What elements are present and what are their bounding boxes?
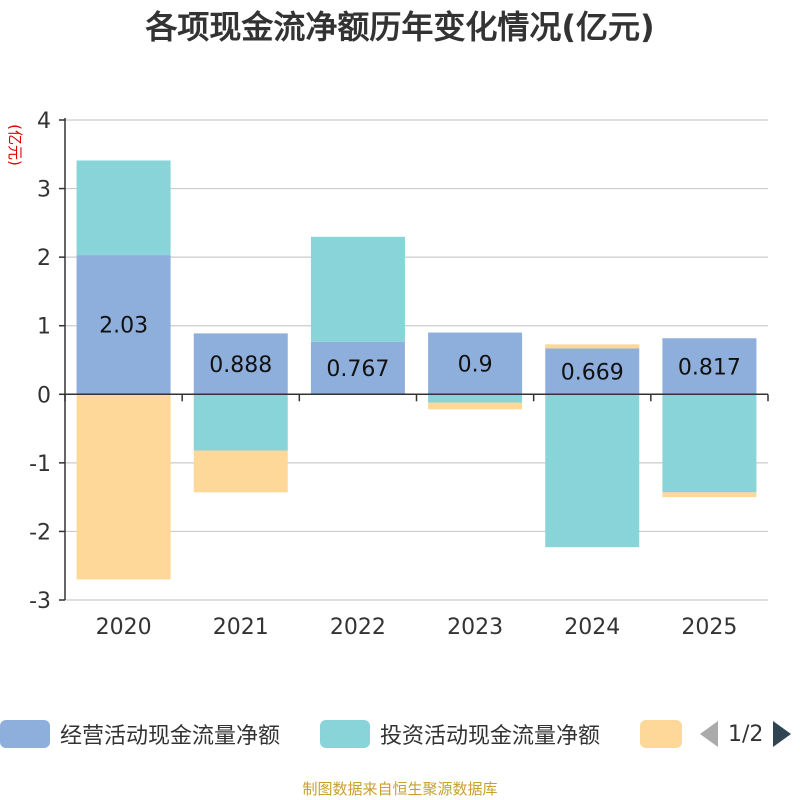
- pager-next-icon[interactable]: [773, 721, 792, 747]
- y-tick-label: -3: [29, 589, 51, 614]
- data-label: 0.817: [678, 355, 741, 380]
- y-tick-label: -1: [29, 452, 51, 477]
- bar-operating-2024[interactable]: [545, 348, 640, 395]
- legend-swatch-financing: [640, 720, 682, 748]
- legend-pager: 1/2: [700, 716, 792, 752]
- bar-financing-2024[interactable]: [545, 344, 640, 349]
- bar-operating-2025[interactable]: [662, 338, 757, 395]
- y-tick-label: 1: [37, 315, 51, 340]
- chart-title: 各项现金流净额历年变化情况(亿元): [145, 8, 655, 46]
- pager-prev-icon[interactable]: [700, 721, 718, 747]
- legend-swatch-operating: [0, 720, 50, 748]
- x-tick-label: 2022: [330, 615, 386, 640]
- bar-investing-2025[interactable]: [662, 394, 757, 493]
- legend: 经营活动现金流量净额 投资活动现金流量净额: [0, 716, 800, 752]
- data-label: 2.03: [99, 314, 148, 339]
- data-label: 0.767: [326, 357, 389, 382]
- x-tick-label: 2025: [681, 615, 737, 640]
- x-tick-label: 2020: [96, 615, 152, 640]
- axes: 4 3 2 1 0 -1 -2 -3 2020 2021 2022 2023 2024 2025: [29, 109, 769, 640]
- legend-label-investing: 投资活动现金流量净额: [380, 724, 601, 749]
- bar-financing-2020[interactable]: [76, 394, 171, 580]
- x-tick-label: 2021: [213, 615, 269, 640]
- bar-financing-2021[interactable]: [193, 450, 288, 493]
- bar-financing-2025[interactable]: [662, 492, 757, 498]
- y-tick-label: 2: [37, 246, 51, 271]
- legend-item-operating[interactable]: 经营活动现金流量净额: [0, 716, 280, 752]
- bar-operating-2023[interactable]: [428, 332, 523, 395]
- legend-item-investing[interactable]: 投资活动现金流量净额: [320, 716, 600, 752]
- bar-investing-2020[interactable]: [76, 160, 171, 256]
- data-label: 0.669: [561, 360, 624, 385]
- x-tick-label: 2024: [564, 615, 620, 640]
- y-tick-label: 0: [37, 383, 51, 408]
- data-label: 0.9: [458, 352, 493, 377]
- legend-swatch-investing: [320, 720, 370, 748]
- y-tick-label: 4: [37, 109, 51, 134]
- grid-lines: [65, 119, 768, 601]
- pager-page-indicator: 1/2: [728, 721, 764, 747]
- bar-investing-2024[interactable]: [545, 394, 640, 548]
- data-label: 0.888: [209, 353, 272, 378]
- bar-investing-2022[interactable]: [310, 236, 405, 342]
- bar-financing-2023[interactable]: [428, 402, 523, 410]
- legend-item-financing[interactable]: [640, 716, 682, 752]
- x-tick-label: 2023: [447, 615, 503, 640]
- bar-operating-2022[interactable]: [310, 341, 405, 395]
- source-note: 制图数据来自恒生聚源数据库: [302, 780, 498, 798]
- bar-investing-2023[interactable]: [428, 394, 523, 403]
- data-labels: 2.03 0.888 0.767 0.9 0.669 0.817: [99, 314, 741, 386]
- y-axis-label: (亿元): [6, 124, 24, 166]
- bars: [76, 160, 757, 580]
- bar-investing-2021[interactable]: [193, 394, 288, 451]
- bar-operating-2020[interactable]: [76, 255, 171, 395]
- y-tick-label: -2: [29, 520, 51, 545]
- bar-operating-2021[interactable]: [193, 333, 288, 395]
- legend-label-operating: 经营活动现金流量净额: [60, 724, 281, 749]
- y-tick-label: 3: [37, 178, 51, 203]
